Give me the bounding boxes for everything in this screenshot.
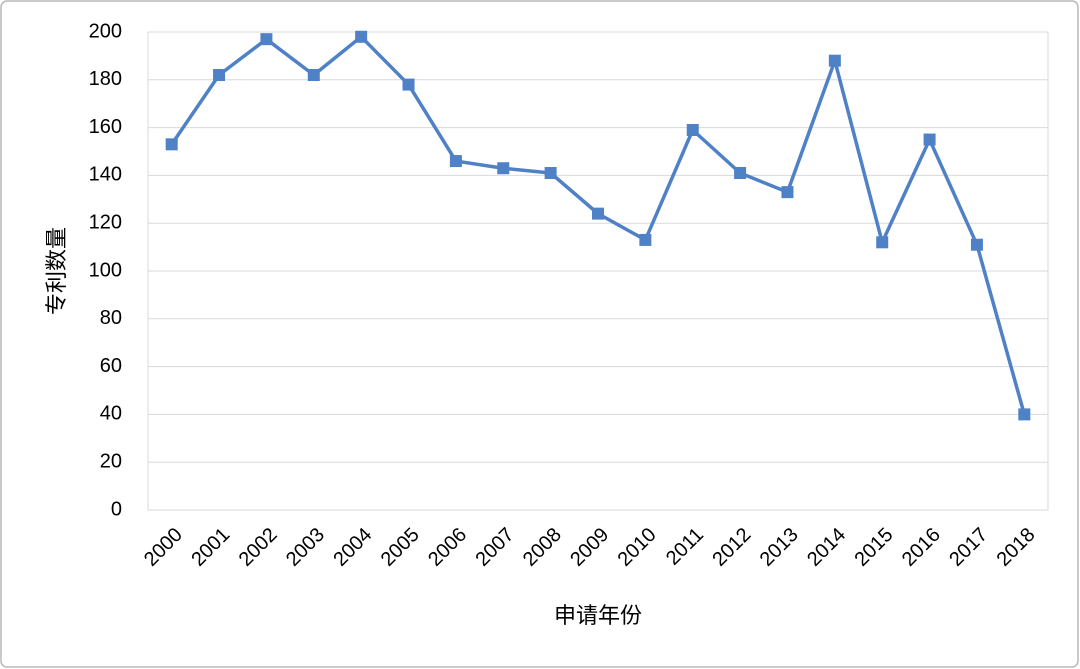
- y-tick-label: 80: [100, 307, 122, 329]
- marker: [165, 138, 178, 151]
- y-axis-label: 专利数量: [45, 227, 70, 315]
- marker: [544, 167, 557, 180]
- marker: [923, 133, 936, 146]
- marker: [213, 69, 226, 82]
- y-tick-label: 40: [100, 403, 122, 425]
- y-tick-label: 20: [100, 450, 122, 472]
- marker: [686, 123, 699, 136]
- marker: [260, 33, 273, 46]
- y-tick-label: 60: [100, 355, 122, 377]
- marker: [970, 238, 983, 251]
- y-tick-label: 0: [111, 498, 122, 520]
- marker: [307, 69, 320, 82]
- marker: [734, 167, 747, 180]
- marker: [402, 78, 415, 91]
- y-tick-label: 100: [89, 259, 122, 281]
- marker: [355, 30, 368, 43]
- marker: [592, 207, 604, 220]
- x-axis-label: 申请年份: [554, 604, 642, 629]
- marker: [828, 54, 841, 67]
- marker: [497, 162, 510, 175]
- y-tick-label: 140: [89, 164, 122, 186]
- y-tick-label: 180: [89, 68, 122, 90]
- marker: [639, 233, 652, 246]
- marker: [876, 236, 889, 249]
- y-tick-label: 200: [89, 20, 122, 42]
- y-tick-label: 160: [89, 116, 122, 138]
- marker: [1018, 408, 1031, 421]
- marker: [449, 155, 462, 168]
- marker: [781, 186, 794, 199]
- y-tick-label: 120: [89, 211, 122, 233]
